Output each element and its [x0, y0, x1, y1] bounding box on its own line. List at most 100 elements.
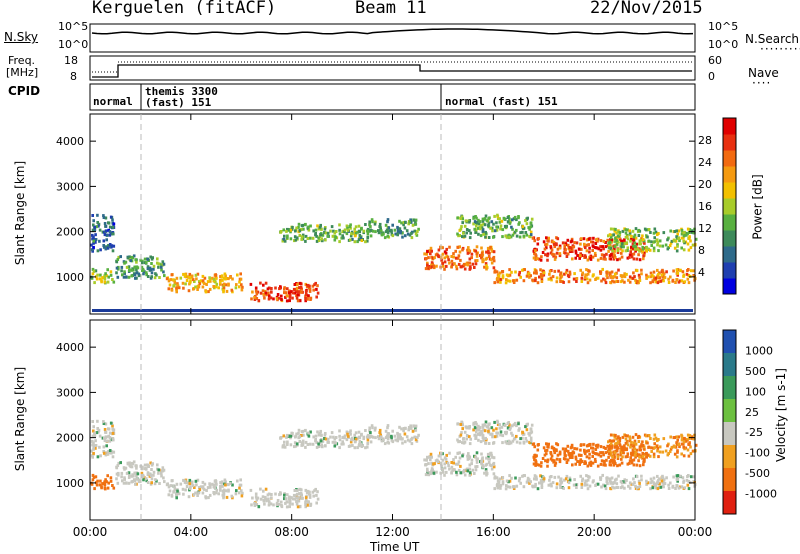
velocity-cell — [297, 496, 300, 500]
velocity-cell — [386, 440, 390, 444]
velocity-cell — [692, 437, 695, 441]
velocity-cell — [513, 436, 517, 440]
velocity-cell — [483, 471, 486, 475]
velocity-cell — [562, 486, 565, 490]
velocity-cell — [108, 431, 112, 435]
velocity-cell — [469, 437, 472, 441]
power-cell — [108, 245, 111, 249]
power-cell — [619, 247, 622, 251]
power-cell — [338, 223, 341, 227]
velocity-cell — [637, 434, 641, 438]
power-cell — [579, 254, 582, 258]
power-cell — [543, 247, 547, 251]
velocity-cell — [461, 454, 464, 458]
velocity-cell — [105, 439, 109, 443]
power-cell — [625, 241, 629, 245]
power-cell — [170, 288, 174, 292]
velocity-cell — [295, 442, 299, 446]
velocity-cell — [250, 503, 253, 507]
power-cell — [484, 257, 488, 261]
velocity-cell — [638, 445, 642, 449]
x-tick-label: 20:00 — [577, 525, 612, 539]
velocity-cell — [638, 485, 642, 488]
velocity-cell — [607, 455, 610, 459]
velocity-cell — [230, 494, 234, 498]
velocity-cell — [104, 422, 108, 426]
velocity-cell — [448, 451, 451, 455]
velocity-cell — [298, 492, 301, 496]
power-cell — [320, 237, 323, 241]
velocity-cell — [677, 442, 680, 446]
power-cell — [642, 254, 645, 258]
power-cell — [626, 233, 629, 237]
power-cell — [628, 275, 632, 279]
velocity-cell — [354, 440, 357, 444]
velocity-cell — [348, 431, 352, 434]
power-cell — [463, 267, 467, 271]
velocity-cell — [505, 479, 509, 483]
velocity-cell — [495, 476, 499, 480]
velocity-cell — [534, 459, 537, 463]
power-cbar-swatch — [723, 134, 736, 151]
power-cell — [508, 268, 511, 272]
power-cell — [385, 228, 389, 232]
velocity-cell — [623, 448, 626, 452]
power-cell — [508, 279, 512, 283]
power-cell — [102, 214, 105, 218]
power-cell — [366, 227, 370, 231]
power-cell — [545, 246, 548, 250]
power-cell — [473, 227, 476, 231]
velocity-cell — [331, 440, 335, 444]
power-cell — [474, 259, 477, 263]
power-cell — [687, 231, 691, 234]
velocity-cell — [203, 482, 207, 486]
velocity-cell — [588, 456, 591, 460]
velocity-cell — [382, 438, 385, 442]
power-cell — [601, 245, 604, 249]
power-cell — [492, 250, 496, 254]
velocity-cell — [396, 439, 399, 443]
power-cell — [675, 235, 678, 239]
power-cell — [364, 240, 367, 244]
velocity-cell — [585, 474, 588, 478]
power-cell — [92, 219, 95, 223]
velocity-cell — [95, 483, 99, 487]
power-cell — [568, 272, 572, 276]
power-cell — [125, 265, 129, 269]
power-cell — [313, 283, 316, 287]
velocity-cell — [304, 428, 307, 432]
velocity-cell — [312, 494, 315, 498]
velocity-cell — [456, 438, 459, 442]
velocity-cell — [570, 445, 574, 449]
velocity-cell — [304, 445, 307, 449]
velocity-cell — [103, 436, 106, 440]
power-cell — [503, 217, 506, 221]
velocity-cell — [496, 423, 500, 426]
power-cell — [531, 236, 535, 240]
velocity-cell — [229, 481, 232, 485]
velocity-cell — [556, 443, 560, 447]
freq-unit-label: [MHz] — [6, 66, 39, 79]
velocity-cell — [550, 446, 554, 450]
velocity-cell — [656, 449, 659, 453]
power-cell — [380, 229, 383, 233]
power-cell — [366, 235, 370, 239]
power-cell — [627, 278, 630, 282]
power-cell — [307, 225, 310, 229]
power-cell — [618, 236, 621, 240]
power-cell — [594, 242, 598, 245]
freq-panel-frame — [89, 55, 696, 81]
velocity-cell — [624, 434, 628, 438]
velocity-cell — [435, 470, 438, 474]
velocity-cell — [621, 448, 624, 452]
velocity-cell — [568, 478, 572, 482]
power-cell — [675, 268, 679, 272]
velocity-cell — [150, 468, 153, 471]
velocity-cell — [557, 475, 560, 479]
velocity-cbar-tick: 25 — [745, 406, 759, 419]
velocity-cell — [268, 500, 271, 504]
velocity-cell — [527, 478, 531, 482]
velocity-cell — [97, 430, 100, 434]
power-cell — [534, 249, 537, 253]
power-cell — [282, 228, 286, 232]
